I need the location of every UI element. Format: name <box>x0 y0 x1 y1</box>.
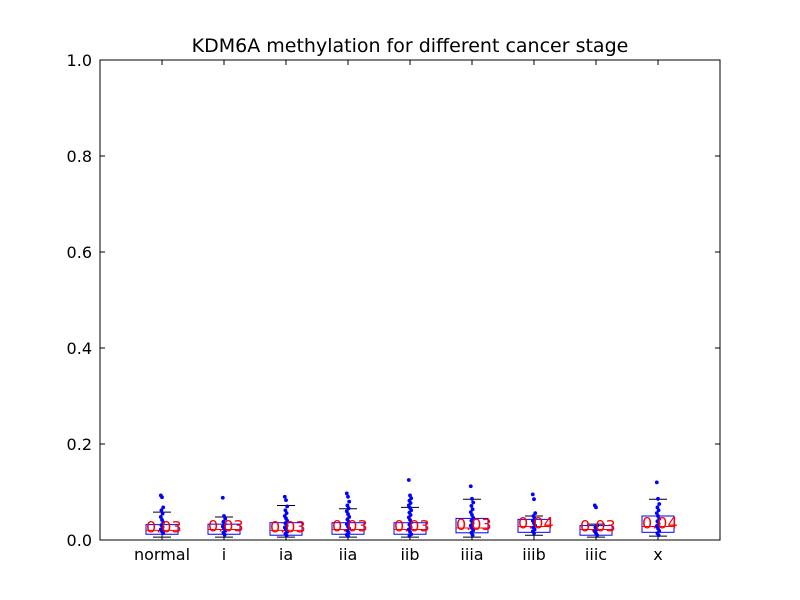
median-value-label: 0.03 <box>456 515 492 534</box>
data-point <box>346 512 350 516</box>
x-tick-label: normal <box>134 545 190 564</box>
median-value-label: 0.03 <box>270 517 306 536</box>
data-point <box>346 506 351 511</box>
data-point <box>284 511 289 516</box>
data-point <box>468 510 473 515</box>
axes-frame <box>99 59 721 541</box>
y-tick-label: 0.0 <box>67 531 92 550</box>
data-point <box>471 500 476 505</box>
data-point <box>594 505 598 510</box>
data-point <box>222 532 227 537</box>
data-point <box>159 508 164 513</box>
median-value-label: 0.03 <box>332 516 368 535</box>
data-point <box>282 494 287 499</box>
y-tick-label: 0.6 <box>67 243 92 262</box>
data-point <box>656 533 661 538</box>
median-value-label: 0.03 <box>394 516 430 535</box>
data-point <box>344 509 349 514</box>
data-point <box>283 508 288 513</box>
x-tick-label: i <box>222 545 226 564</box>
median-value-label: 0.03 <box>580 516 616 535</box>
data-point <box>532 531 536 536</box>
data-point <box>158 515 163 519</box>
data-point <box>407 534 412 539</box>
data-point <box>222 514 226 518</box>
data-point <box>284 533 289 538</box>
data-point <box>161 520 166 525</box>
data-point <box>160 511 165 516</box>
median-value-label: 0.04 <box>518 514 554 533</box>
data-point <box>346 534 350 539</box>
data-point <box>469 504 474 508</box>
data-point <box>220 495 225 500</box>
data-point <box>595 533 600 538</box>
data-point <box>285 504 290 509</box>
y-tick-label: 1.0 <box>67 51 92 70</box>
data-point <box>161 531 166 536</box>
data-point <box>656 514 660 518</box>
data-point <box>406 478 411 482</box>
data-point <box>345 503 350 508</box>
data-point <box>470 513 474 517</box>
data-point <box>532 497 536 502</box>
data-point <box>654 511 659 516</box>
data-point <box>470 496 474 501</box>
data-point <box>533 511 538 516</box>
data-point <box>408 493 412 498</box>
median-value-label: 0.03 <box>146 517 182 536</box>
data-point <box>654 480 659 485</box>
data-point <box>655 505 660 510</box>
x-tick-label: iiic <box>585 545 607 564</box>
x-tick-label: iiib <box>522 545 546 564</box>
x-tick-label: iia <box>339 545 358 564</box>
y-tick-label: 0.8 <box>67 147 92 166</box>
data-point <box>346 494 350 499</box>
data-point <box>470 533 475 538</box>
data-point <box>657 502 662 506</box>
data-point <box>656 508 661 513</box>
y-tick-label: 0.4 <box>67 339 92 358</box>
data-point <box>470 507 475 512</box>
x-tick-label: ia <box>279 545 293 564</box>
data-point <box>530 492 535 497</box>
median-value-label: 0.03 <box>208 516 244 535</box>
x-tick-label: iiia <box>460 545 483 564</box>
x-tick-label: x <box>653 545 662 564</box>
y-tick-label: 0.2 <box>67 435 92 454</box>
data-point <box>656 496 660 501</box>
plot-area: 0.0 0.2 0.4 0.6 0.8 1.0 normal 0.03 i 0.03 ia 0.03 i… <box>67 51 720 564</box>
data-point <box>161 505 166 510</box>
data-point <box>347 499 352 504</box>
data-point <box>468 484 473 489</box>
data-point <box>223 516 228 521</box>
chart-title: KDM6A methylation for different cancer s… <box>192 35 629 57</box>
data-point <box>471 516 476 520</box>
data-point <box>344 491 349 496</box>
data-point <box>284 498 288 503</box>
data-point <box>160 495 164 500</box>
median-value-label: 0.04 <box>642 514 678 533</box>
x-tick-label: iib <box>400 545 419 564</box>
